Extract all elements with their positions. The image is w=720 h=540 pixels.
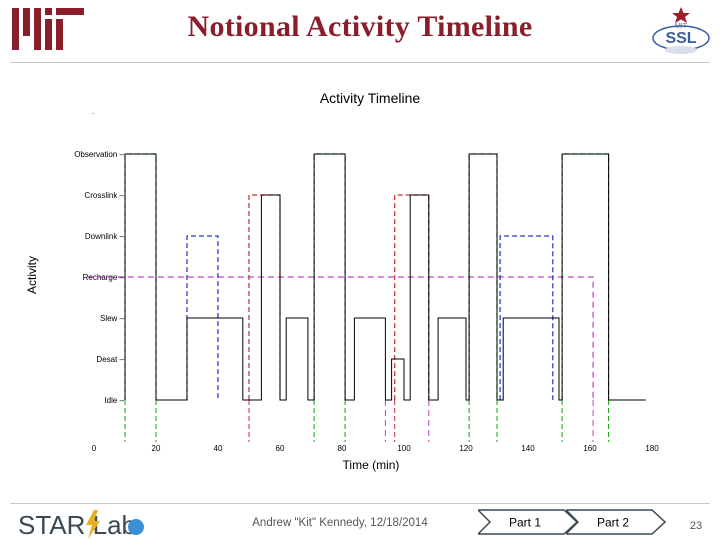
y-tick-label: Desat – — [96, 355, 124, 364]
globe-icon — [128, 519, 144, 535]
series-crosslink — [248, 194, 281, 400]
ssl-logo: MIT SSL — [652, 7, 710, 54]
nav-part2-label: Part 2 — [597, 516, 629, 530]
starlab-logo-text: STAR Lab — [18, 510, 136, 540]
chart-corner-mark: . — [92, 107, 94, 116]
x-tick-label: 160 — [583, 444, 597, 453]
series-recharge — [87, 276, 594, 400]
x-axis-label: Time (min) — [343, 458, 400, 472]
x-tick-label: 100 — [397, 444, 411, 453]
series-baseline — [124, 153, 646, 401]
y-tick-label: Observation – — [74, 150, 124, 159]
x-tick-label: 60 — [276, 444, 285, 453]
plot-lines — [87, 153, 646, 442]
series-crosslink — [394, 194, 430, 400]
x-tick-label: 140 — [521, 444, 535, 453]
slide-title: Notional Activity Timeline — [187, 10, 533, 43]
nav-part2[interactable]: Part 2 — [566, 509, 666, 535]
x-tick-label: 120 — [459, 444, 473, 453]
x-tick-label: 40 — [214, 444, 223, 453]
y-tick-label: Idle – — [104, 396, 124, 405]
x-tick-label: 180 — [645, 444, 659, 453]
y-tick-label: Downlink – — [85, 232, 125, 241]
ssl-logo-text: SSL — [665, 30, 696, 47]
x-axis-tick-labels: 0 20 40 60 80 100 120 140 160 180 — [92, 444, 659, 453]
footer-divider — [10, 503, 710, 504]
title-divider — [10, 62, 710, 63]
x-tick-label: 80 — [338, 444, 347, 453]
footer-author: Andrew "Kit" Kennedy, 12/18/2014 — [252, 517, 428, 529]
x-tick-label: 0 — [92, 444, 97, 453]
nav-part1[interactable]: Part 1 — [478, 509, 578, 535]
activity-timeline-chart: Activity Timeline . Activity Time (min) … — [25, 90, 659, 472]
bolt-icon — [86, 510, 100, 539]
nav-part1-label: Part 1 — [509, 516, 541, 530]
y-tick-label: Crosslink – — [84, 191, 124, 200]
starlab-logo: STAR Lab — [18, 510, 144, 540]
mit-logo — [12, 8, 84, 50]
chart-title: Activity Timeline — [320, 90, 421, 106]
page-number: 23 — [689, 520, 703, 532]
y-tick-label: Slew – — [100, 314, 125, 323]
star-icon — [672, 7, 690, 23]
x-tick-label: 20 — [152, 444, 161, 453]
y-axis-label: Activity — [25, 256, 39, 294]
